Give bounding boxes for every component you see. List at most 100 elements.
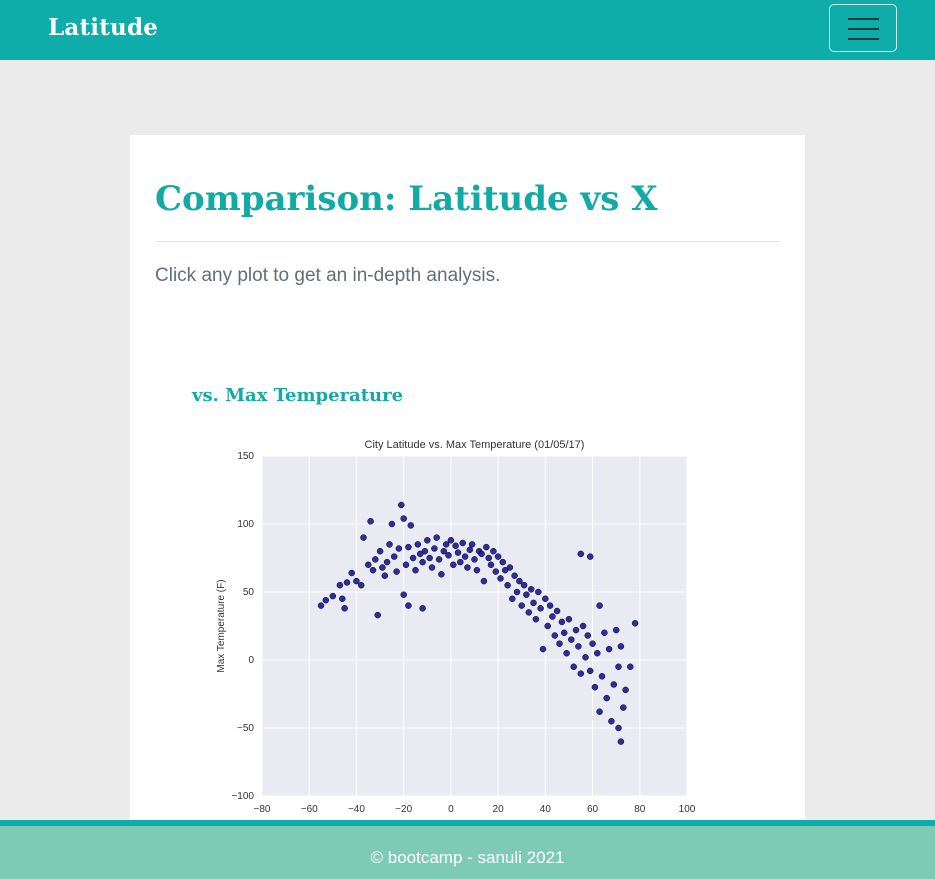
data-point: [367, 518, 374, 525]
y-axis-label: Max Temperature (F): [216, 579, 227, 672]
data-point: [584, 632, 592, 639]
data-point: [509, 595, 516, 603]
plot-area: [262, 456, 687, 796]
data-point: [530, 599, 537, 607]
data-point: [322, 596, 330, 604]
data-point: [447, 537, 455, 544]
y-tick-label: −100: [231, 791, 254, 802]
data-point: [615, 663, 622, 671]
data-point: [615, 724, 622, 732]
data-point: [431, 545, 438, 552]
data-point: [617, 738, 625, 745]
data-point: [464, 564, 471, 571]
data-point: [617, 643, 625, 650]
data-point: [360, 534, 367, 541]
data-point: [393, 568, 400, 575]
plot-heading: vs. Max Temperature: [192, 385, 404, 406]
data-point: [409, 554, 417, 562]
data-point: [582, 654, 589, 661]
data-point: [405, 543, 412, 551]
footer: © bootcamp - sanuli 2021: [0, 826, 935, 879]
data-point: [374, 611, 381, 619]
data-point: [487, 561, 495, 569]
data-point: [483, 543, 490, 551]
data-point: [376, 547, 384, 555]
data-point: [426, 554, 433, 562]
data-point: [317, 602, 325, 609]
data-point: [553, 607, 561, 615]
data-point: [570, 663, 577, 671]
data-point: [535, 588, 542, 596]
data-point: [520, 581, 528, 589]
data-point: [480, 577, 488, 585]
data-point: [435, 556, 443, 563]
data-point: [395, 545, 403, 552]
data-point: [575, 643, 582, 650]
menu-toggle-button[interactable]: [829, 4, 897, 52]
data-point: [341, 605, 348, 612]
max-temperature-plot-link[interactable]: −80 −60 −40 −20 0 20 40 60 80 100 −100 −50 0 50 100 150…: [212, 433, 702, 823]
data-point: [353, 577, 360, 585]
data-point: [433, 534, 440, 541]
data-point: [506, 564, 514, 571]
footer-top-band: [0, 820, 935, 826]
page-title: Comparison: Latitude vs X: [155, 179, 658, 219]
x-tick-label: 20: [493, 804, 505, 815]
data-point: [450, 561, 457, 569]
data-point: [518, 602, 525, 609]
data-point: [563, 649, 570, 657]
data-point: [405, 602, 412, 609]
data-point: [428, 564, 436, 571]
data-point: [511, 572, 518, 579]
data-point: [579, 622, 587, 630]
data-point: [537, 605, 544, 612]
data-point: [539, 645, 547, 653]
data-point: [473, 566, 481, 574]
data-point: [372, 556, 379, 563]
data-point: [452, 542, 459, 550]
data-point: [525, 609, 533, 616]
data-point: [343, 579, 351, 586]
data-point: [400, 591, 407, 598]
data-point: [388, 520, 396, 528]
chart-title: City Latitude vs. Max Temperature (01/05…: [365, 439, 585, 451]
data-point: [596, 708, 603, 715]
data-point: [414, 541, 422, 548]
data-point: [471, 556, 478, 563]
data-point: [383, 558, 391, 566]
x-tick-label: 80: [634, 804, 646, 815]
data-point: [419, 605, 426, 612]
data-point: [516, 577, 523, 585]
data-point: [454, 549, 462, 556]
data-point: [457, 558, 464, 566]
data-point: [478, 550, 485, 558]
data-point: [601, 629, 608, 637]
data-point: [603, 694, 610, 702]
data-point: [549, 613, 556, 620]
data-point: [544, 622, 551, 630]
data-point: [627, 663, 634, 671]
data-point: [365, 561, 372, 569]
data-point: [558, 618, 566, 626]
data-point: [605, 645, 613, 653]
data-point: [400, 515, 407, 522]
x-tick-label: −20: [395, 804, 412, 815]
x-tick-label: −80: [254, 804, 271, 815]
page-subtitle: Click any plot to get an in-depth analys…: [155, 265, 501, 286]
y-tick-label: 0: [248, 655, 254, 666]
data-point: [424, 537, 431, 544]
data-point: [398, 501, 405, 509]
data-point: [461, 553, 469, 560]
data-point: [412, 566, 419, 574]
data-point: [551, 632, 559, 639]
x-tick-label: −60: [301, 804, 318, 815]
data-point: [329, 592, 337, 600]
brand-link[interactable]: Latitude: [48, 14, 159, 41]
data-point: [402, 561, 410, 569]
data-point: [348, 569, 355, 577]
data-point: [527, 586, 535, 593]
data-point: [494, 553, 502, 560]
data-point: [490, 547, 497, 555]
data-point: [390, 553, 398, 560]
data-point: [568, 636, 575, 643]
